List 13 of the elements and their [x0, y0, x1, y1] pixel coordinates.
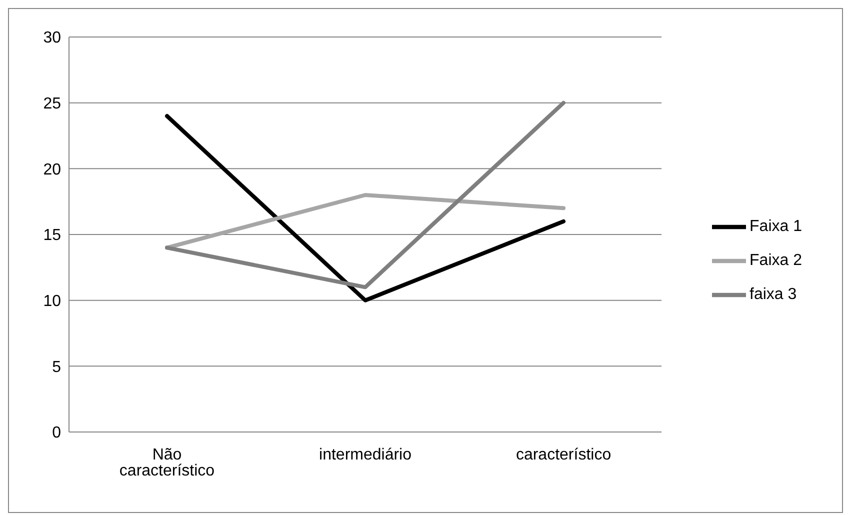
legend-label: Faixa 2 [750, 252, 802, 269]
y-tick-label: 0 [52, 424, 62, 442]
y-tick-label: 20 [43, 161, 62, 178]
y-tick-label: 30 [43, 30, 62, 47]
x-tick-label: intermediário [319, 446, 412, 464]
x-tick-label: característico [516, 446, 612, 464]
y-tick-label: 5 [52, 358, 62, 376]
legend-label: faixa 3 [750, 286, 797, 303]
legend-label: Faixa 1 [750, 218, 802, 235]
x-tick-label: Não característico [119, 446, 215, 480]
y-tick-label: 25 [43, 96, 62, 113]
y-tick-label: 15 [43, 227, 62, 244]
y-tick-label: 10 [43, 293, 62, 310]
